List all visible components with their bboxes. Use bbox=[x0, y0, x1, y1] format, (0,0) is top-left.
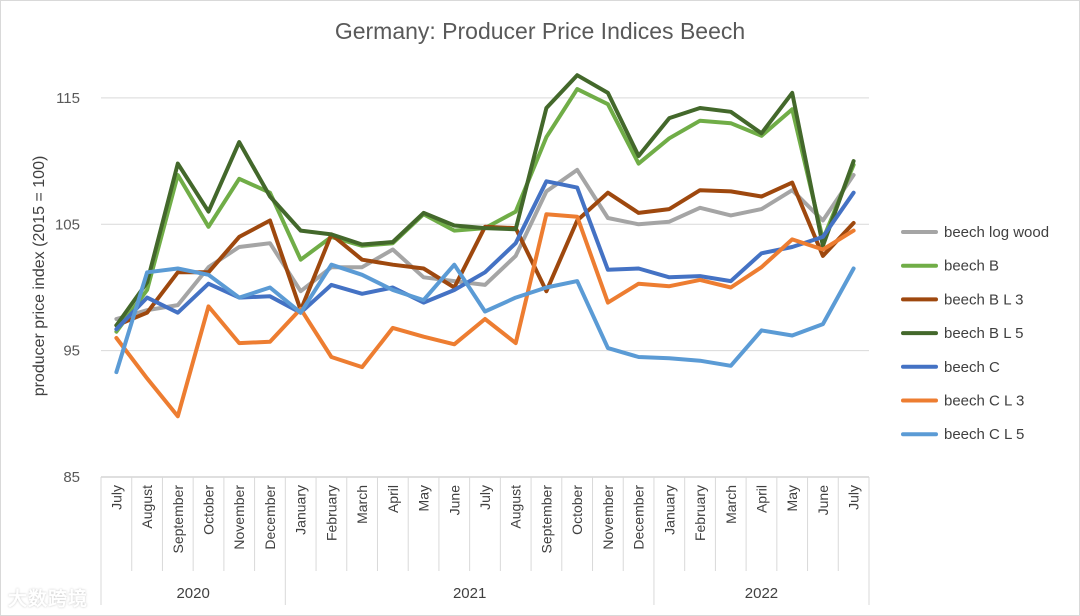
legend: beech log wood beech B beech B L 3 beech B … bbox=[901, 224, 1049, 443]
legend-label: beech C L 3 bbox=[944, 393, 1024, 410]
y-tick-label: 95 bbox=[63, 343, 80, 360]
x-tick-label: July bbox=[108, 485, 124, 510]
y-tick-label: 105 bbox=[55, 216, 80, 233]
legend-label: beech B L 3 bbox=[944, 291, 1024, 308]
x-tick-label: December bbox=[631, 485, 647, 550]
x-tick-label: June bbox=[815, 485, 831, 516]
series-line bbox=[114, 167, 856, 321]
x-tick-label: May bbox=[416, 485, 432, 511]
x-tick-label: August bbox=[508, 485, 524, 529]
series-line bbox=[114, 73, 856, 328]
x-tick-label: January bbox=[661, 485, 677, 535]
axes: 85 95 105 115 July August September October Nove… bbox=[55, 90, 870, 605]
series-line bbox=[114, 180, 856, 328]
x-tick-label: October bbox=[201, 485, 217, 535]
y-tick-label: 115 bbox=[56, 90, 80, 107]
x-tick-label: April bbox=[753, 485, 769, 513]
watermark-logo: 大数跨境 bbox=[8, 589, 89, 610]
x-tick-label: July bbox=[846, 485, 862, 510]
legend-label: beech C L 5 bbox=[944, 426, 1024, 443]
x-tick-label: February bbox=[323, 485, 339, 541]
x-tick-label: August bbox=[139, 485, 155, 529]
series-line bbox=[114, 262, 856, 375]
x-tick-label: March bbox=[723, 485, 739, 524]
series-line bbox=[114, 212, 856, 419]
x-tick-label: September bbox=[170, 485, 186, 554]
series-lines bbox=[114, 73, 856, 419]
y-tick-label: 85 bbox=[63, 469, 80, 486]
x-tick-label: October bbox=[569, 485, 585, 535]
x-tick-label: January bbox=[293, 485, 309, 535]
legend-label: beech log wood bbox=[944, 224, 1049, 241]
x-tick-label: May bbox=[784, 485, 800, 511]
x-tick-label: April bbox=[385, 485, 401, 513]
x-tick-label: February bbox=[692, 485, 708, 541]
year-label: 2020 bbox=[176, 585, 209, 602]
year-label: 2021 bbox=[453, 585, 486, 602]
year-label: 2022 bbox=[745, 585, 778, 602]
chart-title: Germany: Producer Price Indices Beech bbox=[334, 18, 746, 44]
x-tick-label: December bbox=[262, 485, 278, 550]
legend-label: beech B bbox=[944, 258, 999, 275]
x-tick-label: June bbox=[446, 485, 462, 516]
x-tick-label: July bbox=[477, 485, 493, 510]
x-tick-label: November bbox=[600, 485, 616, 550]
gridlines bbox=[101, 97, 869, 352]
x-tick-label: November bbox=[231, 485, 247, 550]
series-line bbox=[114, 87, 856, 334]
legend-label: beech B L 5 bbox=[944, 325, 1024, 342]
x-tick-label: March bbox=[354, 485, 370, 524]
x-tick-label: September bbox=[538, 485, 554, 554]
legend-label: beech C bbox=[944, 359, 1000, 376]
